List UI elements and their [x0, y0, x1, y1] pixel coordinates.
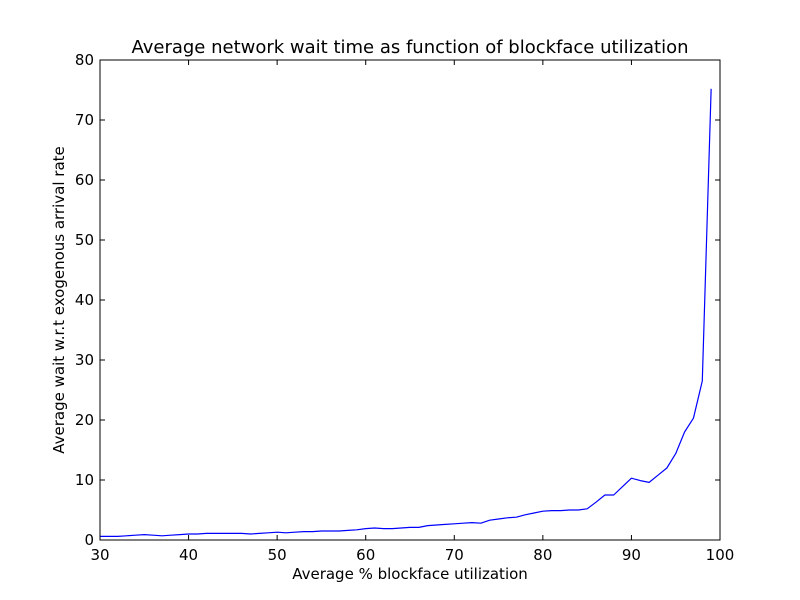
- x-tick-label: 30: [90, 546, 109, 564]
- y-tick-label: 80: [75, 51, 94, 69]
- y-tick-label: 50: [75, 231, 94, 249]
- y-tick-label: 10: [75, 471, 94, 489]
- y-tick-label: 20: [75, 411, 94, 429]
- x-tick-label: 70: [445, 546, 464, 564]
- x-tick-label: 40: [179, 546, 198, 564]
- chart-title: Average network wait time as function of…: [131, 37, 688, 58]
- y-tick-label: 60: [75, 171, 94, 189]
- x-tick-label: 100: [706, 546, 735, 564]
- x-tick-label: 90: [622, 546, 641, 564]
- x-tick-label: 50: [268, 546, 287, 564]
- y-axis-label: Average wait w.r.t exogenous arrival rat…: [50, 146, 68, 454]
- x-tick-label: 80: [533, 546, 552, 564]
- y-tick-label: 40: [75, 291, 94, 309]
- plot-area: [99, 59, 721, 541]
- x-tick-label: 60: [356, 546, 375, 564]
- x-axis-label: Average % blockface utilization: [292, 565, 528, 583]
- y-tick-label: 0: [84, 531, 94, 549]
- y-tick-label: 30: [75, 351, 94, 369]
- y-tick-label: 70: [75, 111, 94, 129]
- series-line: [100, 88, 712, 538]
